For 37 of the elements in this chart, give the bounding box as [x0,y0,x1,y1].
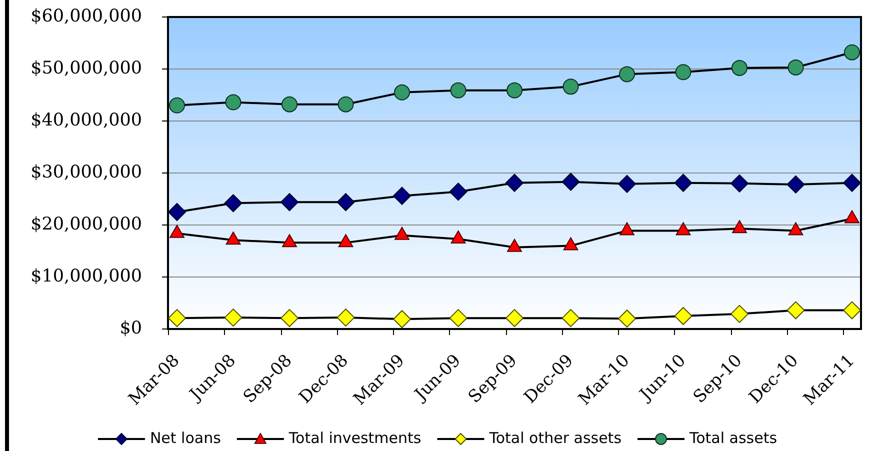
point [169,97,185,114]
y-tick-label: $30,000,000 [30,162,142,183]
y-tick-label: $60,000,000 [30,6,142,27]
point [280,193,298,212]
point [788,59,804,76]
point [732,60,748,76]
legend-label: Total investments [288,428,422,447]
point [618,174,636,193]
point [168,203,186,221]
point [506,174,524,192]
point [225,94,242,110]
legend-label: Total assets [688,428,778,447]
y-tick-label: $50,000,000 [30,58,142,79]
point [393,186,411,205]
point [619,66,635,82]
point [336,193,355,212]
point [844,44,860,60]
point [506,82,522,98]
point [730,174,748,192]
point [786,175,805,194]
y-tick-label: $40,000,000 [30,110,142,131]
point [675,64,692,80]
point [562,78,579,95]
point [562,172,580,191]
point [224,194,242,212]
y-tick-label: $0 [120,318,142,339]
point [449,182,468,201]
point [674,174,692,192]
point [338,96,354,112]
point [450,82,466,98]
legend-label: Net loans [150,428,222,447]
y-tick-label: $20,000,000 [30,214,142,235]
point [282,96,298,112]
y-tick-label: $10,000,000 [30,266,142,287]
point [394,84,410,100]
legend-label: Total other assets [488,428,622,447]
point [843,174,861,192]
